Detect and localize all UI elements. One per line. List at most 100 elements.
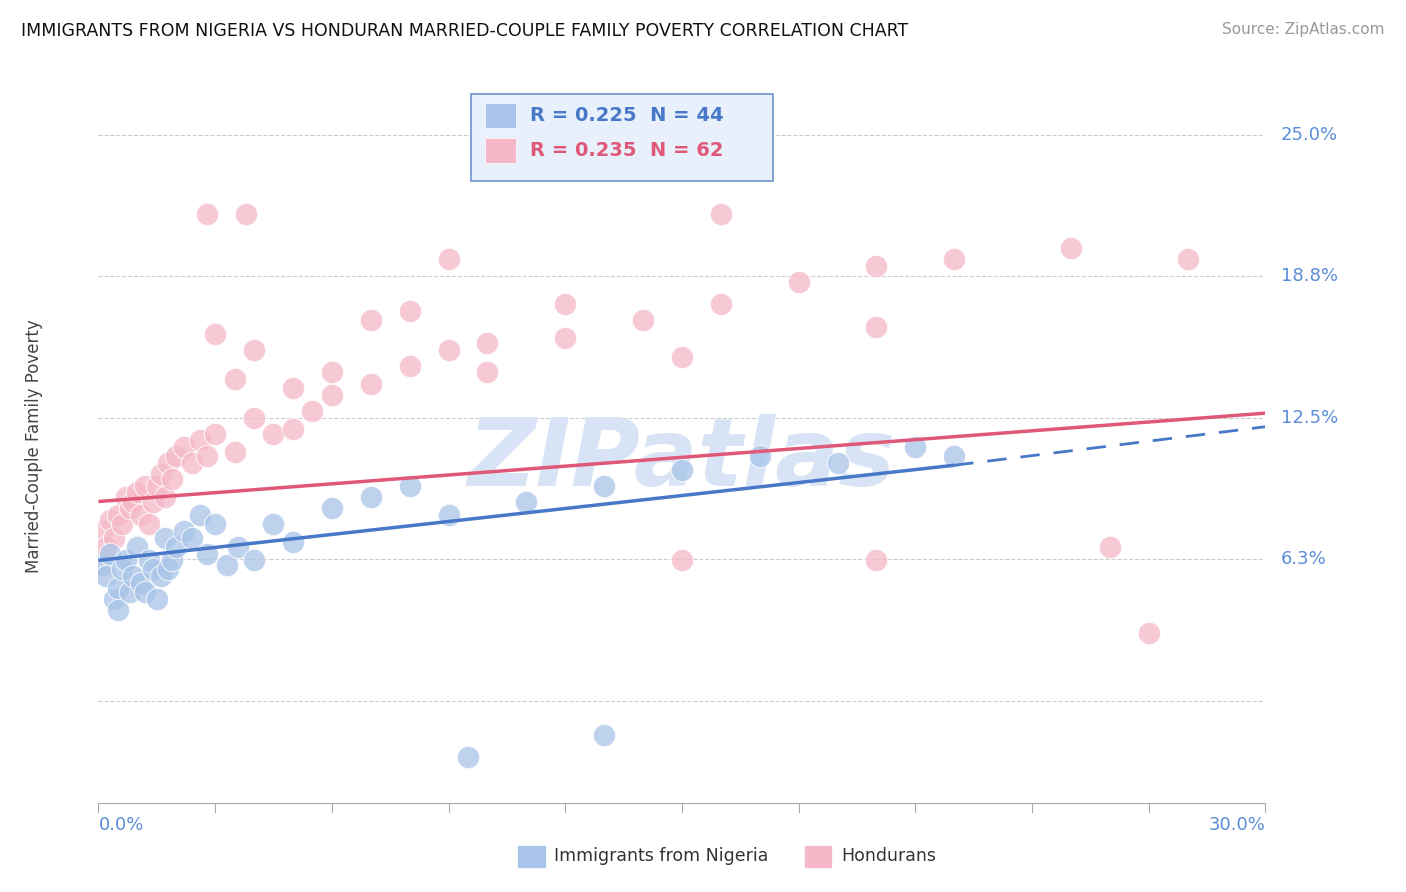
- Point: [437, 252, 460, 266]
- Point: [593, 728, 616, 742]
- Text: 0.0%: 0.0%: [98, 816, 143, 834]
- Point: [173, 524, 195, 538]
- Text: Married-Couple Family Poverty: Married-Couple Family Poverty: [25, 319, 44, 573]
- Point: [321, 388, 343, 402]
- Point: [180, 531, 202, 545]
- Point: [153, 531, 176, 545]
- Point: [153, 490, 176, 504]
- Point: [671, 553, 693, 567]
- Point: [165, 449, 187, 463]
- Point: [134, 478, 156, 492]
- Point: [827, 456, 849, 470]
- Point: [204, 517, 226, 532]
- Point: [103, 591, 125, 606]
- Point: [477, 365, 499, 379]
- Point: [134, 585, 156, 599]
- Point: [98, 547, 121, 561]
- Point: [195, 547, 218, 561]
- Point: [127, 485, 149, 500]
- Point: [195, 449, 218, 463]
- Point: [904, 440, 927, 454]
- Point: [943, 449, 966, 463]
- Point: [204, 326, 226, 341]
- Point: [122, 569, 145, 583]
- Point: [437, 508, 460, 522]
- Point: [671, 350, 693, 364]
- Point: [398, 304, 420, 318]
- Point: [301, 404, 323, 418]
- Point: [195, 207, 218, 221]
- Point: [103, 531, 125, 545]
- Point: [360, 376, 382, 391]
- Point: [111, 517, 134, 532]
- Point: [111, 562, 134, 576]
- Point: [262, 426, 284, 441]
- Point: [91, 558, 114, 572]
- Point: [149, 467, 172, 482]
- Point: [1137, 626, 1160, 640]
- Point: [188, 434, 211, 448]
- Point: [142, 494, 165, 508]
- Text: Immigrants from Nigeria: Immigrants from Nigeria: [554, 847, 768, 865]
- Point: [224, 444, 246, 458]
- Point: [162, 553, 184, 567]
- Point: [180, 456, 202, 470]
- Point: [157, 456, 180, 470]
- Point: [631, 313, 654, 327]
- Point: [321, 365, 343, 379]
- Point: [437, 343, 460, 357]
- Text: Hondurans: Hondurans: [841, 847, 936, 865]
- Text: 6.3%: 6.3%: [1281, 550, 1327, 568]
- Point: [671, 463, 693, 477]
- Point: [96, 569, 118, 583]
- Point: [243, 410, 266, 425]
- Point: [281, 381, 304, 395]
- Point: [138, 553, 160, 567]
- Point: [146, 591, 169, 606]
- Text: ZIPatlas: ZIPatlas: [468, 414, 896, 507]
- Point: [515, 494, 537, 508]
- Point: [129, 508, 152, 522]
- Point: [1060, 241, 1083, 255]
- Point: [281, 535, 304, 549]
- Text: 25.0%: 25.0%: [1281, 126, 1339, 144]
- Point: [127, 540, 149, 554]
- Point: [865, 320, 887, 334]
- Point: [129, 576, 152, 591]
- Point: [398, 359, 420, 373]
- Point: [865, 259, 887, 273]
- Point: [554, 297, 576, 311]
- Point: [243, 553, 266, 567]
- Point: [118, 585, 141, 599]
- Point: [710, 297, 733, 311]
- Point: [477, 335, 499, 350]
- Point: [91, 524, 114, 538]
- Point: [262, 517, 284, 532]
- Point: [865, 553, 887, 567]
- Point: [157, 562, 180, 576]
- Point: [943, 252, 966, 266]
- Point: [398, 478, 420, 492]
- Text: Source: ZipAtlas.com: Source: ZipAtlas.com: [1222, 22, 1385, 37]
- Point: [204, 426, 226, 441]
- Point: [173, 440, 195, 454]
- Point: [710, 207, 733, 221]
- Point: [118, 501, 141, 516]
- Point: [114, 553, 136, 567]
- Text: R = 0.225  N = 44: R = 0.225 N = 44: [530, 105, 724, 125]
- Point: [215, 558, 238, 572]
- Point: [235, 207, 257, 221]
- Point: [107, 508, 129, 522]
- Text: R = 0.235  N = 62: R = 0.235 N = 62: [530, 141, 724, 161]
- Point: [96, 540, 118, 554]
- Point: [114, 490, 136, 504]
- Point: [554, 331, 576, 345]
- Point: [1177, 252, 1199, 266]
- Point: [149, 569, 172, 583]
- Point: [162, 472, 184, 486]
- Point: [281, 422, 304, 436]
- Point: [593, 478, 616, 492]
- Point: [98, 513, 121, 527]
- Point: [787, 275, 810, 289]
- Text: 30.0%: 30.0%: [1209, 816, 1265, 834]
